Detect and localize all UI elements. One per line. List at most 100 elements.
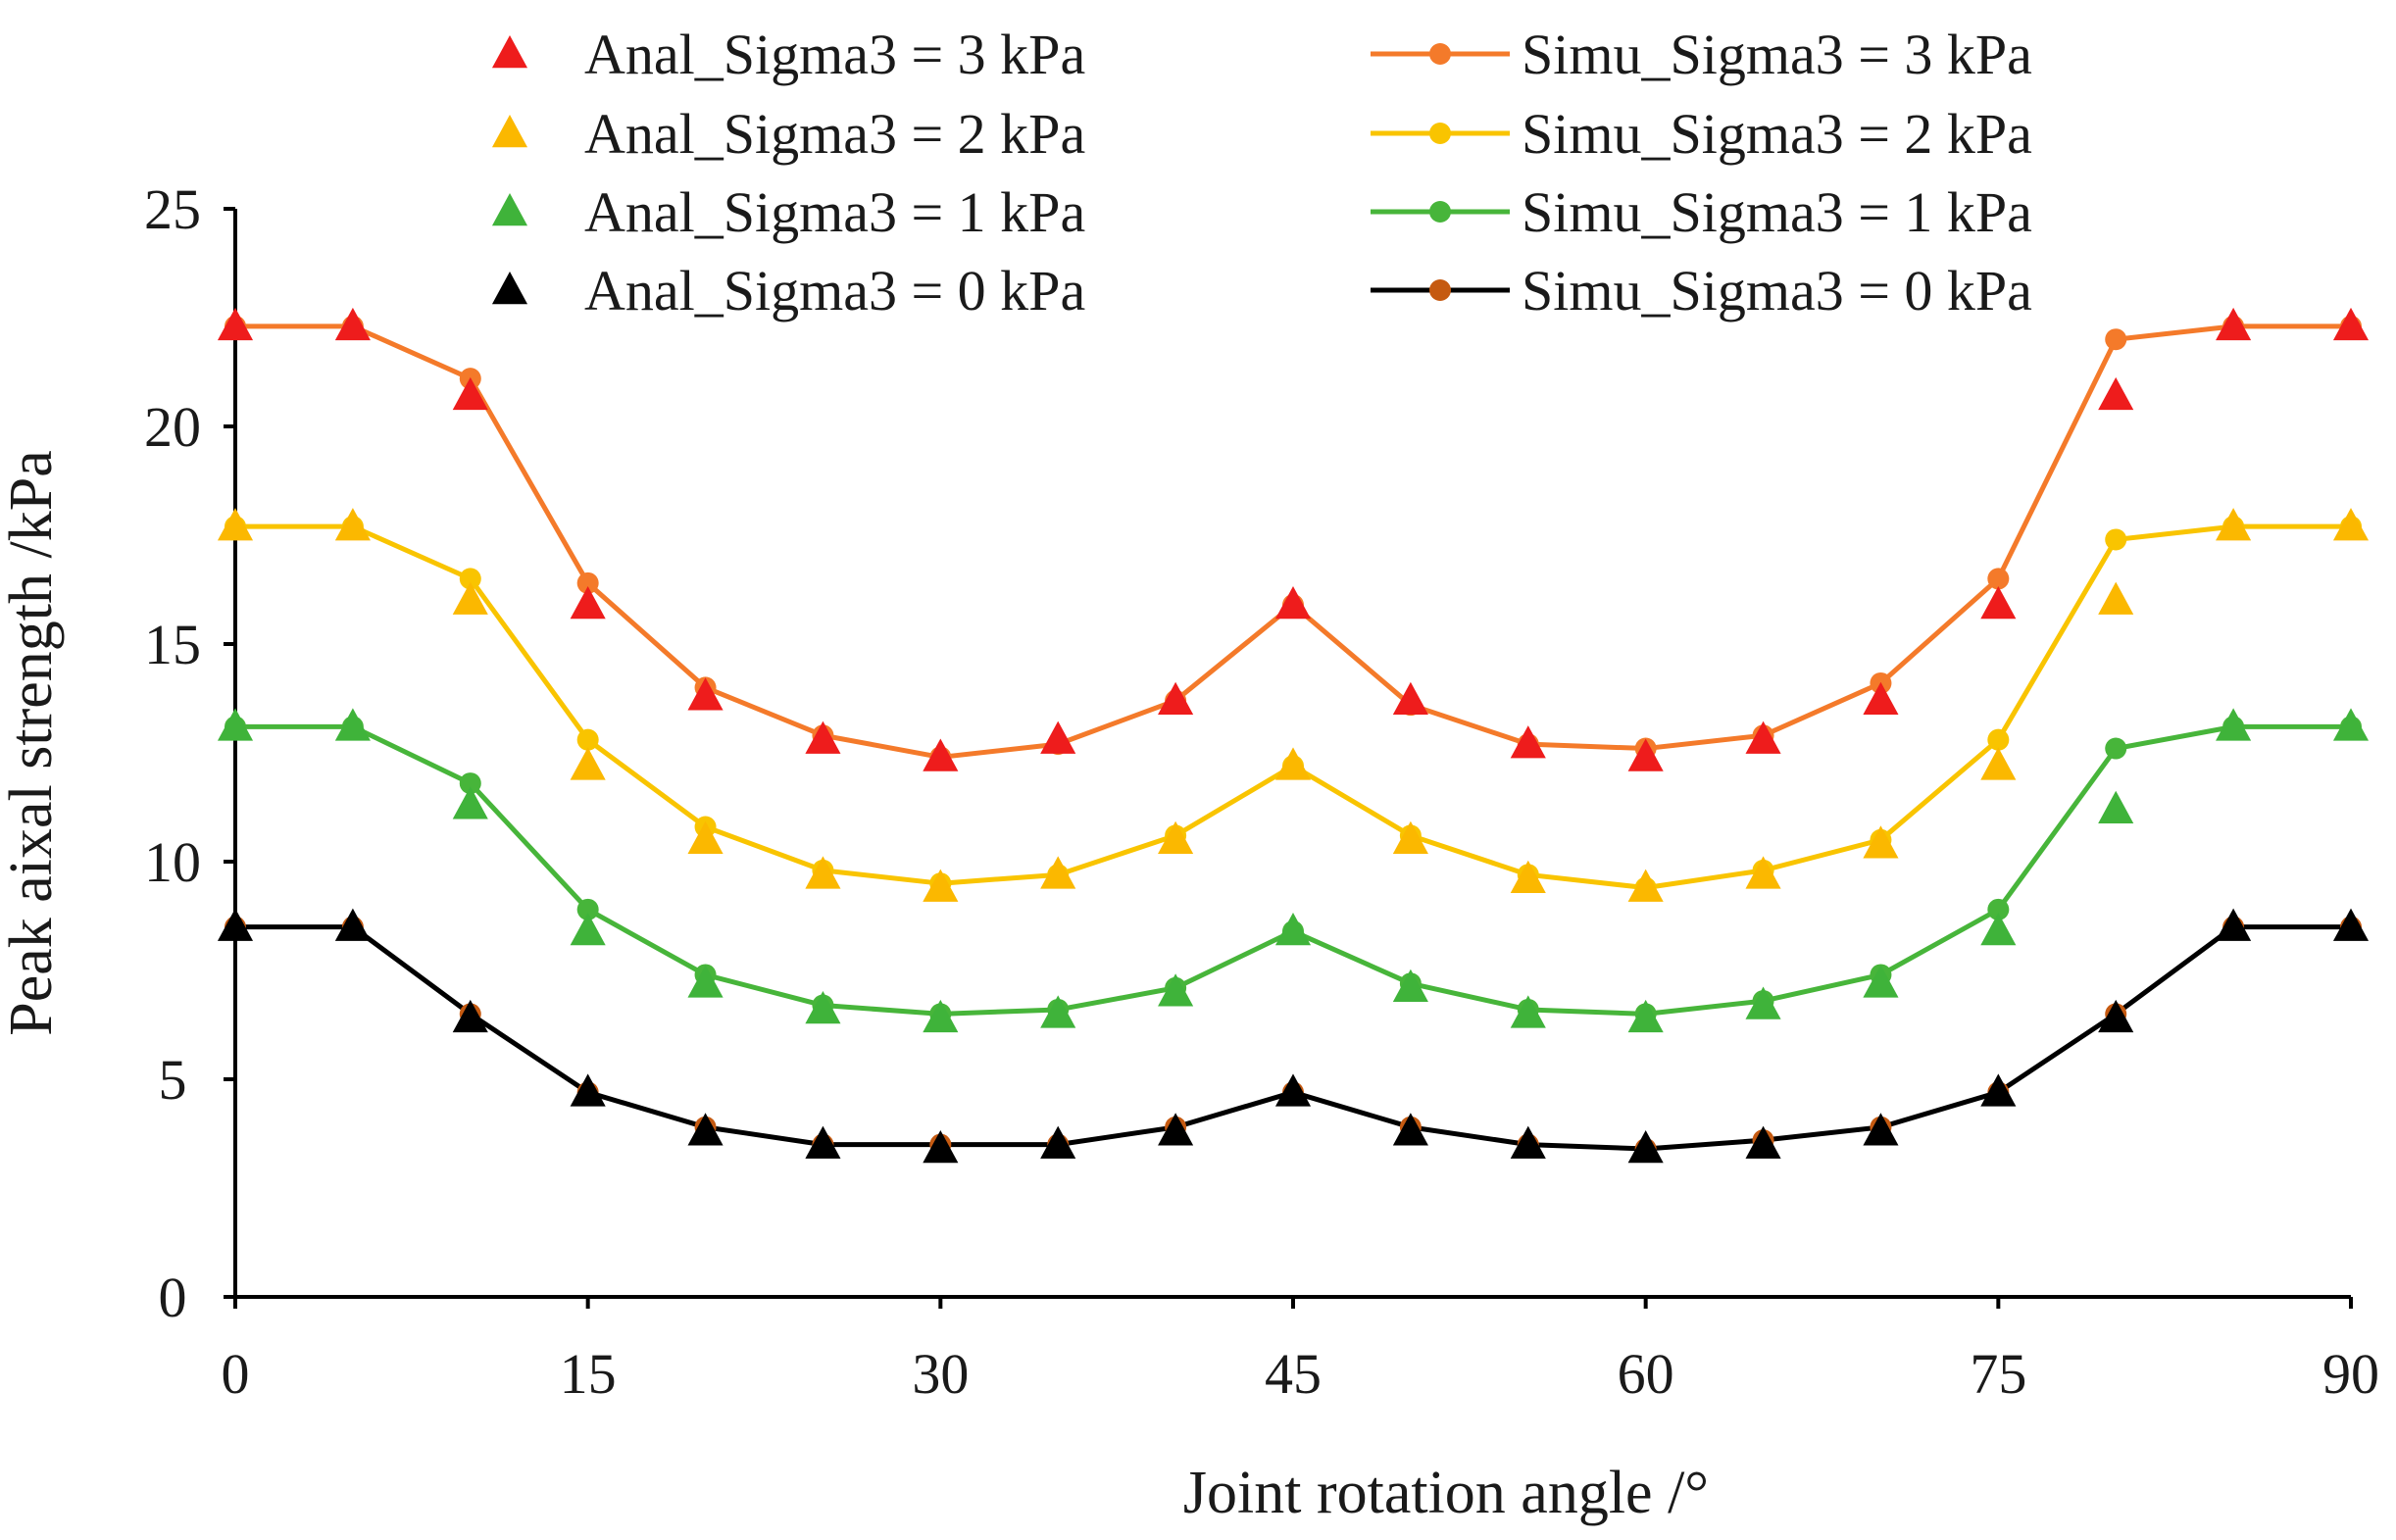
series-anal-sigma3-3-kpa [217, 307, 2370, 771]
data-point [1392, 1113, 1428, 1146]
data-point [576, 898, 599, 920]
data-point [1863, 965, 1899, 998]
data-point [334, 708, 371, 741]
y-tick-label: 10 [144, 830, 201, 894]
plot-area [217, 307, 2370, 1164]
data-point [2332, 307, 2370, 341]
data-point [1510, 995, 1546, 1028]
data-point [334, 307, 371, 341]
series-simu-sigma3-3-kpa [225, 315, 2362, 769]
x-tick-label: 60 [1618, 1342, 1674, 1406]
y-axis: 0 5 10 15 20 25 [144, 177, 237, 1329]
data-point [217, 307, 254, 341]
data-point [1392, 681, 1428, 715]
y-tick-label: 5 [159, 1048, 187, 1112]
data-point [1040, 856, 1076, 889]
data-point [334, 908, 371, 941]
data-point [1510, 860, 1546, 894]
legend-item: Simu_Sigma3 = 0 kPa [1371, 259, 2032, 323]
legend-item: Anal_Sigma3 = 0 kPa [491, 259, 1085, 323]
x-tick-label: 0 [222, 1342, 250, 1406]
data-point [570, 913, 606, 946]
data-point [2098, 790, 2134, 823]
data-point [1274, 586, 1312, 620]
legend-marker [1429, 279, 1451, 301]
data-point [334, 508, 371, 541]
data-point [805, 856, 841, 889]
series-anal-sigma3-1-kpa [217, 708, 2370, 1033]
data-point [687, 1113, 724, 1146]
legend-item: Simu_Sigma3 = 1 kPa [1371, 180, 2032, 244]
y-tick-label: 15 [144, 613, 201, 676]
data-point [1980, 747, 2017, 780]
x-tick-label: 15 [560, 1342, 617, 1406]
data-point [2332, 908, 2370, 941]
y-tick-label: 0 [159, 1266, 187, 1329]
series-line [235, 523, 2351, 891]
legend-item: Anal_Sigma3 = 2 kPa [491, 102, 1085, 166]
data-point [1627, 999, 1664, 1033]
data-point [1392, 820, 1428, 855]
data-point [2216, 508, 2252, 541]
data-point [2105, 528, 2127, 551]
series-anal-sigma3-2-kpa [217, 508, 2370, 902]
data-point [576, 571, 599, 594]
data-point [570, 586, 606, 620]
data-point [1745, 720, 1781, 754]
data-point [459, 568, 481, 590]
data-point [2216, 708, 2252, 741]
legend-label: Simu_Sigma3 = 1 kPa [1522, 180, 2032, 244]
data-point [687, 677, 724, 711]
data-point [687, 965, 724, 998]
data-point [923, 869, 959, 902]
x-tick-label: 30 [912, 1342, 969, 1406]
data-point [923, 738, 959, 771]
data-point [1980, 1073, 2017, 1107]
data-point [1745, 1125, 1781, 1159]
data-point [2332, 508, 2370, 541]
series-simu-sigma3-0-kpa [225, 916, 2362, 1161]
data-point [2216, 307, 2252, 341]
data-point [2105, 328, 2127, 351]
data-point [1863, 681, 1899, 715]
data-point [1745, 856, 1781, 889]
legend-marker [491, 193, 528, 226]
data-point [1627, 738, 1664, 771]
series-anal-sigma3-0-kpa [217, 908, 2370, 1164]
data-point [923, 999, 959, 1033]
data-point [570, 747, 606, 780]
legend-label: Simu_Sigma3 = 0 kPa [1522, 259, 2032, 323]
data-point [2098, 999, 2134, 1033]
y-tick-label: 25 [144, 177, 201, 241]
data-point [805, 1125, 841, 1159]
legend-marker [1429, 201, 1451, 223]
legend: Anal_Sigma3 = 3 kPa Anal_Sigma3 = 2 kPa An… [491, 23, 2032, 323]
data-point [452, 376, 488, 411]
legend-item: Anal_Sigma3 = 1 kPa [491, 180, 1085, 244]
legend-marker [491, 115, 528, 148]
data-point [1392, 969, 1428, 1003]
legend-label: Anal_Sigma3 = 2 kPa [584, 102, 1085, 166]
data-point [2098, 376, 2134, 411]
data-point [1158, 820, 1194, 855]
data-point [805, 720, 841, 754]
data-point [923, 1130, 959, 1164]
data-point [1745, 986, 1781, 1019]
x-tick-label: 75 [1970, 1342, 2026, 1406]
legend-label: Anal_Sigma3 = 0 kPa [584, 259, 1085, 323]
legend-marker [491, 272, 528, 305]
data-point [1158, 681, 1194, 715]
legend-marker [1429, 123, 1451, 144]
data-point [2332, 708, 2370, 741]
data-point [452, 786, 488, 820]
data-point [217, 908, 254, 941]
legend-label: Anal_Sigma3 = 3 kPa [584, 23, 1085, 86]
series-line [235, 924, 2351, 1152]
data-point [1863, 825, 1899, 859]
data-point [1158, 1113, 1194, 1146]
data-point [452, 581, 488, 615]
x-axis: 0 15 30 45 60 75 90 [222, 1295, 2379, 1406]
data-point [1863, 1113, 1899, 1146]
data-point [687, 820, 724, 855]
